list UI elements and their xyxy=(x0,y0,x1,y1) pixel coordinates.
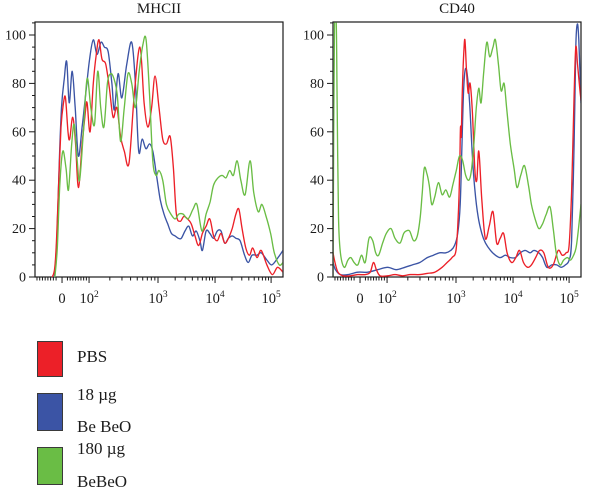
x-tick-label: 0 xyxy=(356,291,363,307)
curve-pbs xyxy=(333,38,581,277)
y-tick-label: 80 xyxy=(12,77,26,92)
x-tick-label: 104 xyxy=(503,290,522,307)
x-tick-label: 103 xyxy=(148,290,168,307)
curve-18-g-be-beo xyxy=(53,39,283,277)
curve-18-g-be-beo xyxy=(333,23,581,276)
plot-title: MHCII xyxy=(137,1,181,17)
legend-label-18ug: 18 µg xyxy=(77,385,117,404)
histogram-cd40: CD40 0 20 40 60 80 100 0 102 103 104 105 xyxy=(303,1,582,307)
histogram-mhcii: MHCII 0 20 40 60 80 100 0 102 103 104 105 xyxy=(5,1,284,307)
curves xyxy=(51,35,283,277)
y-tick-label: 40 xyxy=(310,174,324,189)
x-tick-label: 0 xyxy=(58,291,65,307)
y-tick-label: 100 xyxy=(303,29,324,44)
x-tick-label: 105 xyxy=(559,290,579,307)
x-tick-label: 102 xyxy=(79,290,99,307)
y-tick-label: 60 xyxy=(12,125,26,140)
legend-label-bebeo-line2: Be BeO xyxy=(77,417,132,436)
curve-pbs xyxy=(51,39,283,277)
x-tick-label: 105 xyxy=(261,290,281,307)
legend-swatch-180ug-bebeo xyxy=(37,447,63,485)
y-tick-label: 100 xyxy=(5,29,26,44)
curve-180-g-bebeo xyxy=(333,22,581,277)
y-axis xyxy=(29,22,35,278)
legend-swatch-18ug-bebeo xyxy=(37,393,63,431)
legend-label-pbs: PBS xyxy=(77,347,108,366)
y-tick-label: 40 xyxy=(12,174,26,189)
y-tick-label: 20 xyxy=(310,222,324,237)
legend-swatch-pbs xyxy=(37,341,63,377)
plot-frame xyxy=(34,21,284,278)
plot-title: CD40 xyxy=(439,1,475,17)
x-axis xyxy=(36,277,272,283)
curve-180-g-bebeo xyxy=(54,35,283,277)
y-tick-label: 20 xyxy=(12,222,26,237)
legend-label-bebeo2-line2: BeBeO xyxy=(77,472,128,491)
x-tick-label: 104 xyxy=(205,290,225,307)
x-tick-label: 102 xyxy=(377,290,397,307)
x-tick-label: 103 xyxy=(446,290,466,307)
y-tick-label: 80 xyxy=(310,77,324,92)
y-tick-label: 0 xyxy=(19,271,26,286)
plot-frame xyxy=(332,21,582,278)
x-axis xyxy=(334,277,570,283)
curves xyxy=(333,22,581,277)
legend: PBS 18 µg Be BeO 180 µg BeBeO xyxy=(0,330,600,496)
legend-label-180ug: 180 µg xyxy=(77,439,126,458)
y-tick-label: 60 xyxy=(310,125,324,140)
y-axis xyxy=(327,22,333,278)
y-tick-label: 0 xyxy=(317,271,324,286)
